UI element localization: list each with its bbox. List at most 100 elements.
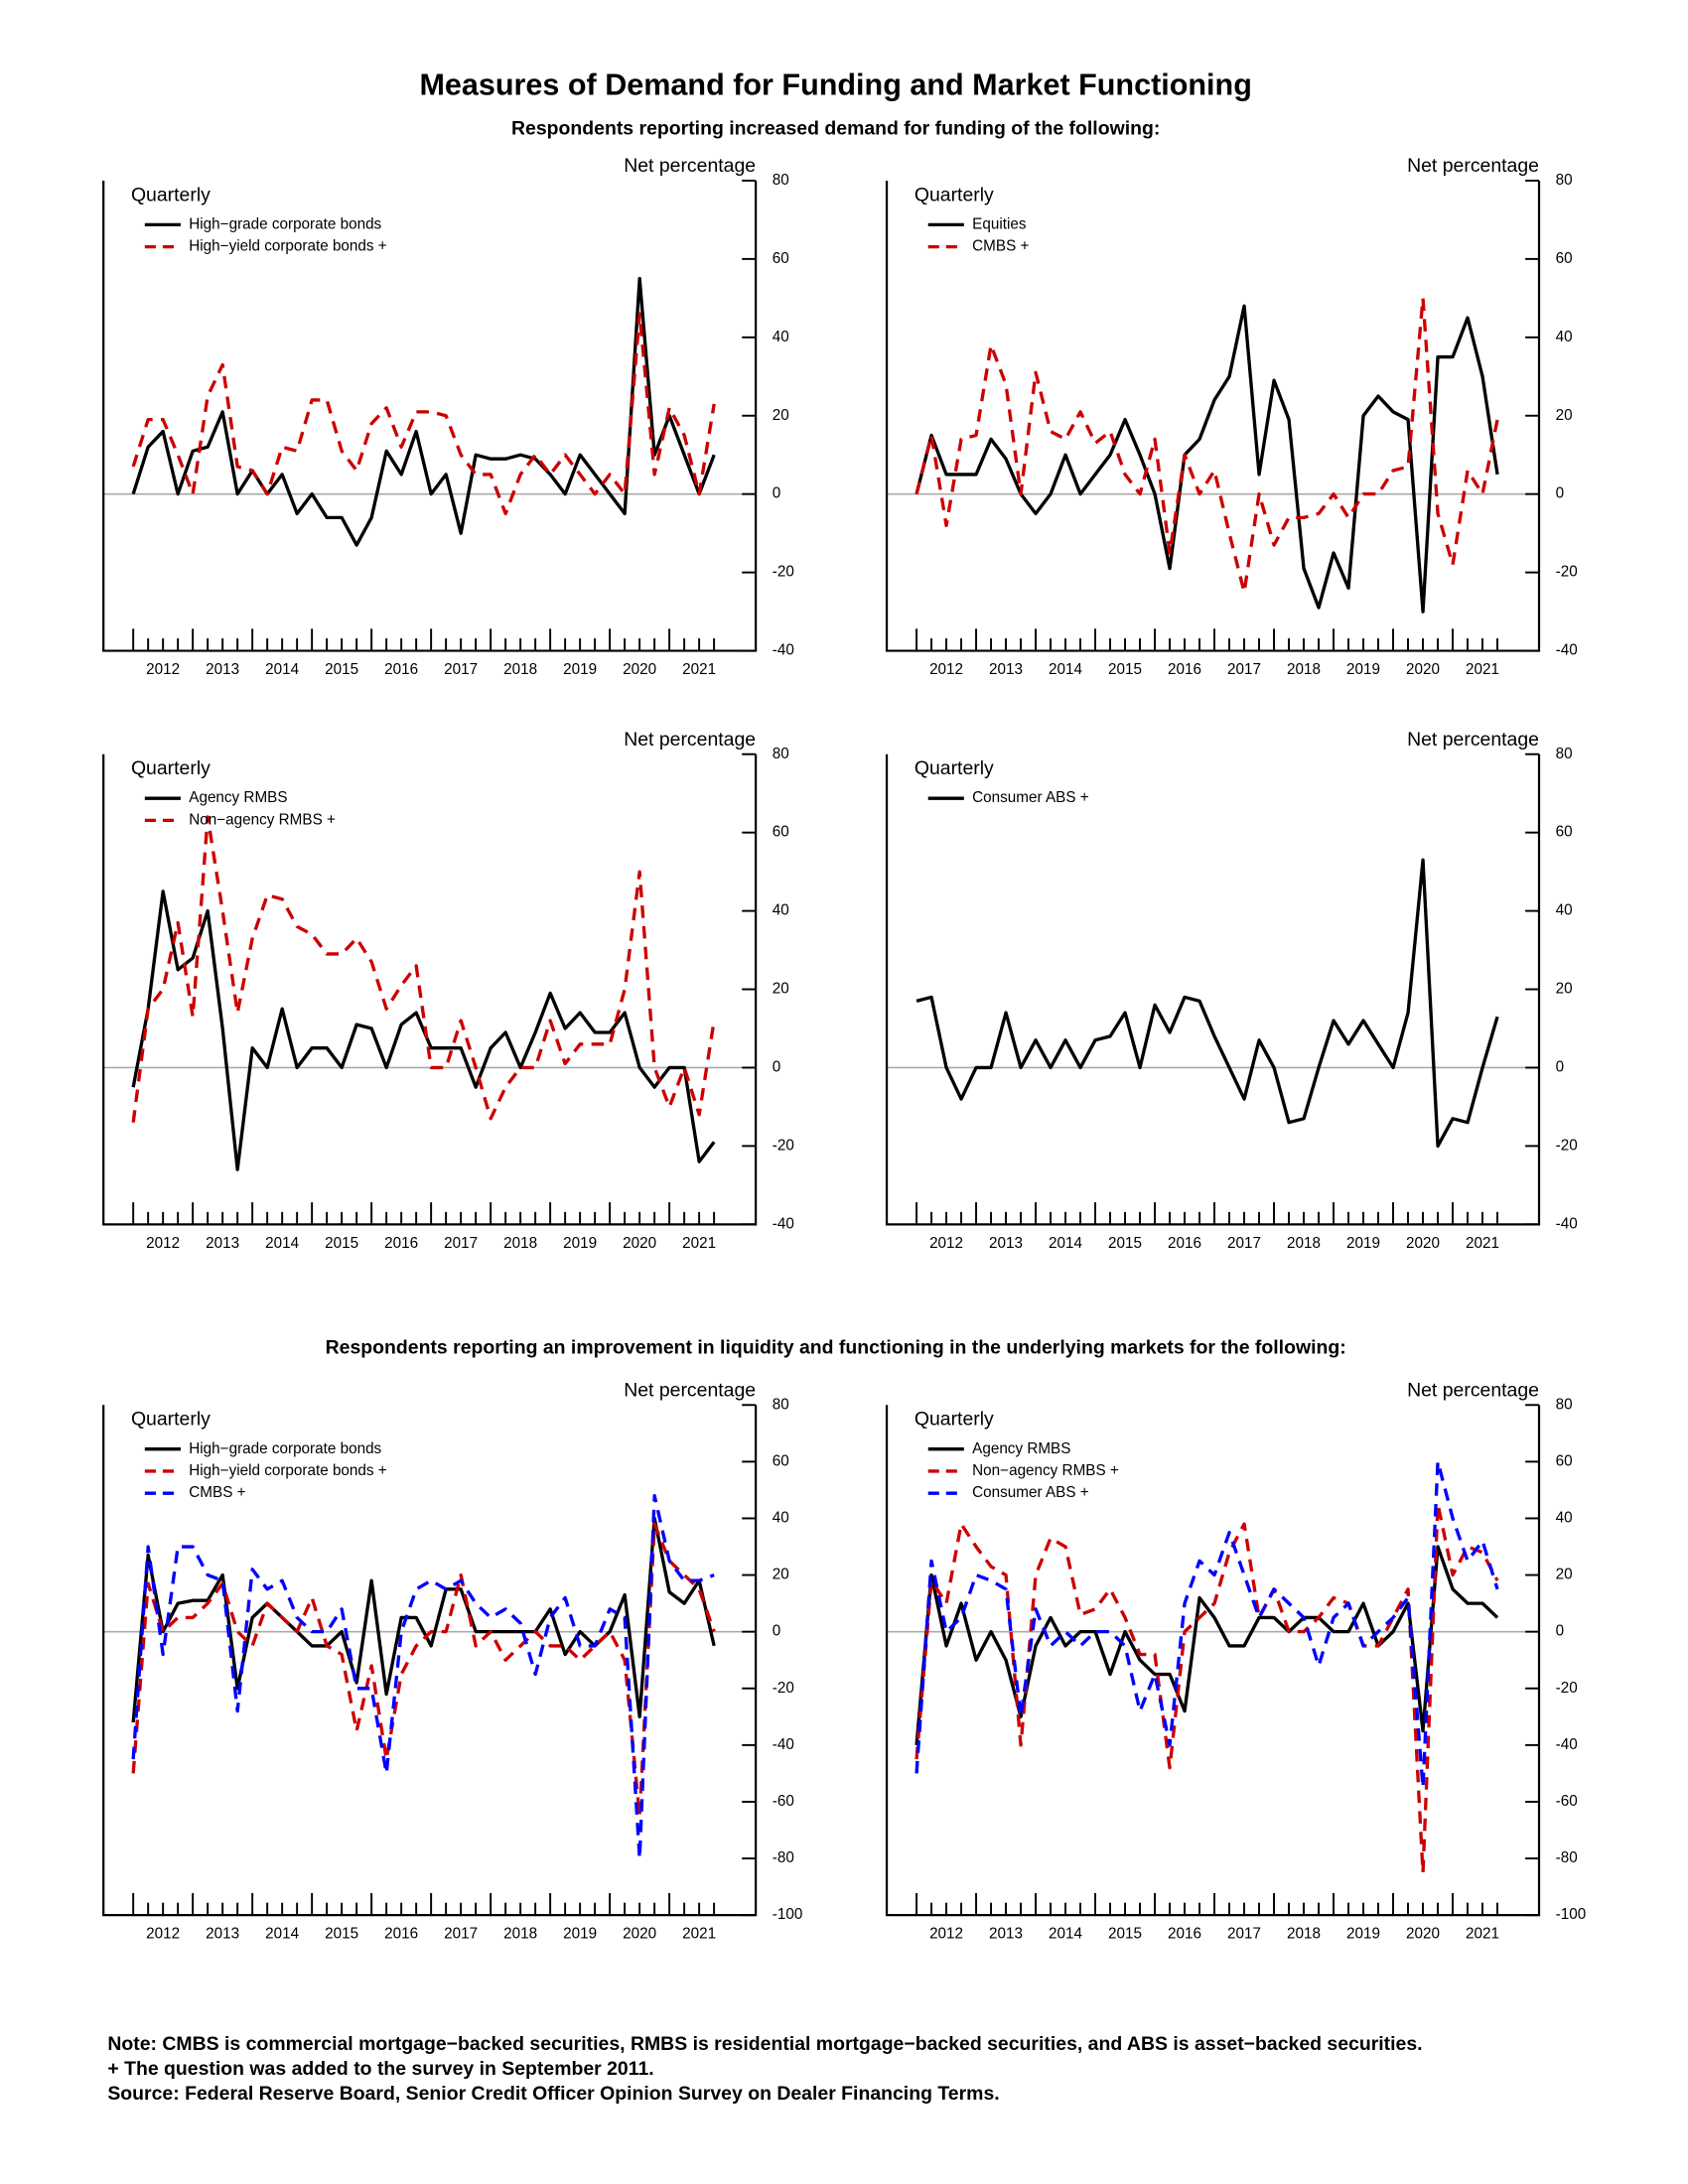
y-tick-label: 40	[1556, 329, 1573, 345]
x-tick-label: 2012	[929, 661, 963, 678]
series-line	[131, 1522, 716, 1818]
y-tick-label: -20	[1556, 1680, 1578, 1697]
y-tick-label: 40	[773, 902, 789, 919]
x-tick-label: 2013	[989, 1235, 1023, 1252]
x-tick-label: 2020	[1406, 1235, 1440, 1252]
panel-subtitle: Quarterly	[131, 1409, 211, 1431]
series-line	[131, 276, 716, 547]
series-line	[131, 1516, 716, 1723]
y-tick-label: 0	[773, 485, 781, 502]
panel-subtitle: Quarterly	[131, 184, 211, 205]
y-tick-label: 20	[1556, 1567, 1573, 1583]
x-tick-label: 2014	[1049, 661, 1082, 678]
x-tick-label: 2018	[1287, 661, 1321, 678]
x-tick-label: 2018	[503, 1235, 537, 1252]
x-tick-label: 2021	[1466, 1235, 1499, 1252]
series-line	[131, 312, 716, 516]
y-tick-label: -20	[773, 1137, 794, 1154]
legend-label: High−yield corporate bonds +	[189, 238, 387, 255]
x-tick-label: 2013	[989, 661, 1023, 678]
x-tick-label: 2019	[563, 1926, 597, 1943]
y-tick-label: 80	[773, 746, 789, 762]
y-tick-label: 0	[1556, 1058, 1565, 1075]
legend-label: Consumer ABS +	[972, 1484, 1089, 1501]
x-tick-label: 2018	[1287, 1235, 1321, 1252]
legend-label: Equities	[972, 215, 1027, 232]
x-tick-label: 2015	[1108, 1926, 1142, 1943]
y-axis-title: Net percentage	[1407, 729, 1539, 751]
x-tick-label: 2014	[1049, 1926, 1082, 1943]
series-line	[914, 296, 1499, 595]
x-tick-label: 2019	[563, 1235, 597, 1252]
y-tick-label: 60	[773, 1452, 789, 1469]
axis-frame	[885, 753, 1541, 1226]
y-axis-title: Net percentage	[1407, 1380, 1539, 1402]
y-tick-label: 20	[773, 1567, 789, 1583]
y-tick-label: -40	[1556, 642, 1578, 659]
y-tick-label: 40	[773, 1510, 789, 1527]
x-tick-label: 2021	[682, 1235, 716, 1252]
legend-label: High−grade corporate bonds	[189, 1440, 381, 1457]
y-tick-label: -60	[773, 1793, 794, 1810]
note: Note: CMBS is commercial mortgage−backed…	[107, 2033, 1422, 2055]
y-tick-label: 20	[773, 981, 789, 998]
y-tick-label: 60	[1556, 250, 1573, 267]
x-tick-label: 2019	[1346, 1926, 1380, 1943]
y-tick-label: 60	[1556, 1452, 1573, 1469]
x-tick-label: 2018	[1287, 1926, 1321, 1943]
x-tick-label: 2015	[1108, 661, 1142, 678]
y-tick-label: 0	[1556, 1623, 1565, 1640]
legend-label: High−yield corporate bonds +	[189, 1462, 387, 1479]
legend-label: Agency RMBS	[189, 789, 287, 806]
x-tick-label: 2012	[929, 1926, 963, 1943]
y-tick-label: -40	[1556, 1215, 1578, 1232]
y-tick-label: 40	[1556, 1510, 1573, 1527]
x-tick-label: 2017	[1227, 1235, 1261, 1252]
y-axis-title: Net percentage	[624, 1380, 756, 1402]
y-axis-title: Net percentage	[1407, 155, 1539, 177]
y-tick-label: -20	[1556, 1137, 1578, 1154]
x-tick-label: 2020	[623, 1926, 656, 1943]
x-tick-label: 2012	[146, 661, 180, 678]
y-tick-label: 20	[773, 407, 789, 424]
x-tick-label: 2012	[929, 1235, 963, 1252]
x-tick-label: 2020	[623, 661, 656, 678]
legend-label: CMBS +	[972, 238, 1029, 255]
x-tick-label: 2015	[325, 661, 358, 678]
x-tick-label: 2016	[1168, 1235, 1201, 1252]
section-title: Respondents reporting an improvement in …	[326, 1336, 1346, 1358]
series-line	[131, 1493, 715, 1860]
y-axis-title: Net percentage	[624, 155, 756, 177]
y-tick-label: 40	[773, 329, 789, 345]
y-tick-label: 80	[1556, 172, 1573, 189]
series-line	[914, 1545, 1499, 1746]
x-tick-label: 2019	[563, 661, 597, 678]
x-tick-label: 2014	[265, 1926, 299, 1943]
legend-label: Consumer ABS +	[972, 789, 1089, 806]
series-line	[131, 889, 716, 1171]
y-tick-label: -20	[773, 564, 794, 581]
x-tick-label: 2012	[146, 1926, 180, 1943]
y-tick-label: -100	[1556, 1906, 1587, 1923]
note: Source: Federal Reserve Board, Senior Cr…	[107, 2083, 999, 2105]
x-tick-label: 2020	[1406, 661, 1440, 678]
y-tick-label: 0	[1556, 485, 1565, 502]
y-tick-label: 80	[1556, 746, 1573, 762]
axis-frame	[102, 1405, 758, 1917]
x-tick-label: 2016	[1168, 661, 1201, 678]
series-line	[914, 1459, 1499, 1790]
note: + The question was added to the survey i…	[107, 2058, 653, 2080]
x-tick-label: 2021	[682, 1926, 716, 1943]
y-tick-label: 40	[1556, 902, 1573, 919]
x-tick-label: 2016	[384, 1235, 418, 1252]
x-tick-label: 2017	[1227, 661, 1261, 678]
axis-frame	[102, 753, 758, 1226]
legend-label: High−grade corporate bonds	[189, 215, 381, 232]
y-tick-label: 20	[1556, 407, 1573, 424]
x-tick-label: 2021	[1466, 1926, 1499, 1943]
y-tick-label: -60	[1556, 1793, 1578, 1810]
series-line	[914, 304, 1499, 614]
y-tick-label: -40	[773, 1736, 794, 1753]
x-tick-label: 2018	[503, 1926, 537, 1943]
